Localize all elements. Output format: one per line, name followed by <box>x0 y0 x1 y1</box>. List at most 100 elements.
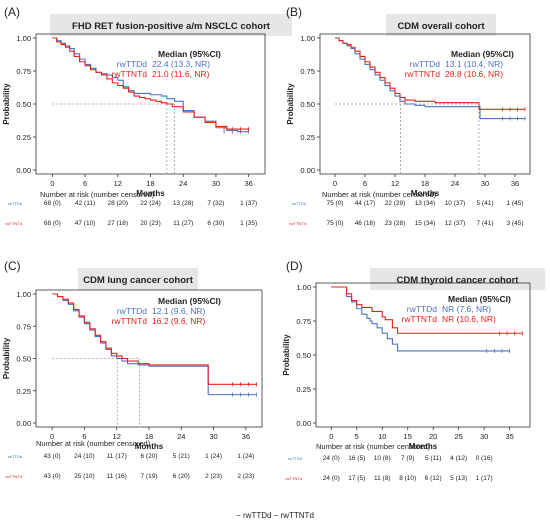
x-tick-label: 36 <box>244 179 252 188</box>
figure-legend: − rwTTDd − rwTTNTd <box>236 511 314 520</box>
risk-table-value: 22 (24) <box>140 200 161 207</box>
risk-table-value: 1 (17) <box>476 475 493 482</box>
y-tick-label: 0.75 <box>16 322 31 331</box>
risk-table-value: 2 (23) <box>237 473 254 480</box>
y-tick-label: 0.25 <box>296 385 311 394</box>
km-panel-a: (A) FHD RET fusion-positive a/m NSCLC coh… <box>2 5 292 227</box>
x-tick-label: 0 <box>333 179 337 188</box>
risk-table-value: 24 (0) <box>323 475 340 482</box>
risk-table-value: 13 (34) <box>415 200 436 207</box>
risk-table-value: 16 (5) <box>348 455 365 462</box>
y-axis-title: Probability <box>286 83 295 125</box>
risk-table-value: 11 (8) <box>374 475 391 482</box>
legend-median-value: 22.4 (13.3, NR) <box>152 59 210 69</box>
risk-table-value: 42 (11) <box>75 200 95 207</box>
x-tick-label: 35 <box>505 432 513 441</box>
risk-table-value: 7 (41) <box>477 220 494 227</box>
km-curve-rwttdd <box>52 293 257 396</box>
risk-table-value: 28 (20) <box>107 200 128 207</box>
y-tick-label: 0.50 <box>300 100 315 109</box>
x-tick-label: 12 <box>113 432 121 441</box>
y-tick-label: 0.50 <box>16 355 31 364</box>
y-axis-title: Probability <box>2 337 11 379</box>
x-axis-title: Months <box>409 442 438 451</box>
legend-median-value: 16.2 (9.6, NR) <box>152 316 206 326</box>
risk-table-header: Number at risk (number censored) <box>322 190 437 199</box>
y-tick-label: 0.00 <box>296 419 311 428</box>
km-curve-rwttntd <box>52 293 257 385</box>
km-panel-c: (C) CDM lung cancer cohort 0.00 0.25 0.50 0.7… <box>2 259 263 480</box>
risk-table-value: 7 (9) <box>401 455 414 462</box>
risk-table-value: 75 (0) <box>327 220 344 227</box>
y-tick-label: 0.75 <box>296 317 311 326</box>
risk-table-header: Number at risk (number censored) <box>36 439 151 448</box>
x-tick-label: 24 <box>177 432 185 441</box>
legend-series-name: rwTTNTd <box>402 314 438 324</box>
risk-table-value: 5 (41) <box>477 200 494 207</box>
risk-table-row-name: rwTTDd <box>292 201 306 206</box>
x-tick-label: 30 <box>212 179 220 188</box>
km-curve-rwttntd <box>331 286 523 334</box>
risk-table-value: 75 (0) <box>327 200 344 207</box>
x-tick-label: 20 <box>429 432 437 441</box>
x-tick-label: 24 <box>179 179 187 188</box>
risk-table-value: 43 (0) <box>44 453 61 460</box>
km-panel-d: (D) CDM thyroid cancer cohort 0.00 0.25 0.50… <box>282 259 545 482</box>
risk-table-value: 5 (21) <box>173 453 190 460</box>
risk-table-value: 46 (16) <box>355 220 376 227</box>
legend-header: Median (95%CI) <box>158 49 221 59</box>
panel-label: (D) <box>286 259 303 273</box>
y-tick-label: 0.75 <box>300 67 315 76</box>
risk-table-value: 11 (17) <box>107 453 127 460</box>
km-curve-rwttdd <box>331 286 510 352</box>
risk-table-value: 44 (17) <box>355 200 376 207</box>
risk-table-value: 27 (18) <box>107 220 128 227</box>
risk-table-value: 4 (12) <box>450 455 467 462</box>
legend-median-value: 12.1 (9.6, NR) <box>152 306 206 316</box>
risk-table-value: 15 (34) <box>415 220 436 227</box>
panel-title: CDM thyroid cancer cohort <box>397 275 520 286</box>
risk-table-row-name: rwTTDd <box>8 454 22 459</box>
x-axis-title: Months <box>411 189 440 198</box>
risk-table-value: 6 (12) <box>425 475 442 482</box>
y-axis-title: Probability <box>2 83 11 125</box>
panel-title: CDM lung cancer cohort <box>83 275 194 286</box>
risk-table-value: 1 (24) <box>205 453 222 460</box>
legend-series-name: rwTTDd <box>117 306 147 316</box>
risk-table-value: 7 (19) <box>141 473 158 480</box>
risk-table-value: 24 (10) <box>74 453 95 460</box>
risk-table-value: 22 (29) <box>385 200 406 207</box>
x-tick-label: 18 <box>146 179 154 188</box>
y-tick-label: 0.25 <box>16 387 31 396</box>
risk-table-value: 3 (45) <box>507 220 524 227</box>
risk-table-row-name: rwTTNTd <box>5 474 22 479</box>
x-tick-label: 6 <box>82 432 86 441</box>
y-tick-label: 0.50 <box>16 100 31 109</box>
x-tick-label: 5 <box>355 432 359 441</box>
risk-table-header: Number at risk (number censored) <box>316 442 431 451</box>
panel-title-box <box>386 14 496 36</box>
legend-median-value: 13.1 (10.4, NR) <box>445 59 503 69</box>
risk-table-value: 6 (20) <box>141 453 158 460</box>
x-tick-label: 12 <box>114 179 122 188</box>
risk-table-value: 12 (37) <box>445 220 466 227</box>
legend-series-name: rwTTDd <box>410 59 440 69</box>
legend-series-name: rwTTDd <box>407 304 437 314</box>
x-tick-label: 25 <box>454 432 462 441</box>
y-tick-label: 0.00 <box>16 166 31 175</box>
risk-table-header: Number at risk (number censored) <box>40 190 155 199</box>
risk-table-value: 23 (28) <box>385 220 406 227</box>
y-tick-label: 1.00 <box>16 290 31 299</box>
risk-table-value: 20 (23) <box>140 220 161 227</box>
risk-table-value: 47 (10) <box>75 220 96 227</box>
legend-median-value: NR (7.6, NR) <box>442 304 491 314</box>
risk-table-value: 24 (0) <box>323 455 340 462</box>
risk-table-row-name: rwTTNTd <box>5 221 22 226</box>
y-tick-label: 1.00 <box>300 34 315 43</box>
risk-table-value: 6 (30) <box>207 220 224 227</box>
risk-table-value: 25 (10) <box>74 473 95 480</box>
x-tick-label: 36 <box>511 179 519 188</box>
y-tick-label: 1.00 <box>296 283 311 292</box>
risk-table-value: 68 (0) <box>44 220 61 227</box>
